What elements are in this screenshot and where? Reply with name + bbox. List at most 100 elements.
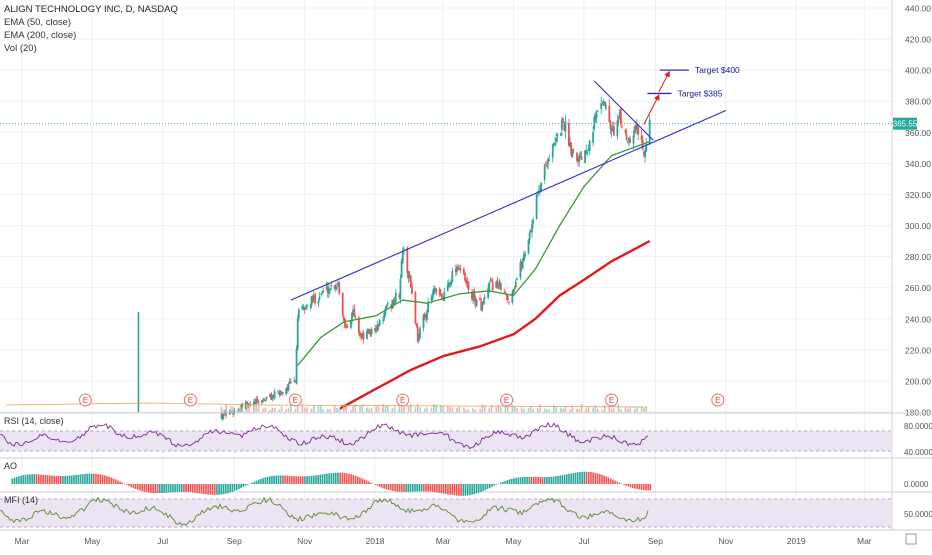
ao-bar	[383, 484, 385, 489]
legend-ema200[interactable]: EMA (200, close)	[4, 29, 178, 42]
candle-body	[329, 289, 331, 290]
candle-body	[546, 164, 548, 166]
ao-bar	[344, 473, 346, 484]
candle-body	[301, 306, 303, 309]
ao-bar	[141, 484, 143, 491]
volume-bar	[447, 405, 449, 412]
volume-bar	[608, 407, 610, 412]
ao-bar	[533, 477, 535, 484]
ao-bar	[212, 484, 214, 495]
candle-body	[296, 348, 298, 383]
volume-bar	[366, 407, 368, 412]
earnings-marker-label-1: E	[188, 396, 193, 405]
candle-body	[610, 121, 612, 128]
candle-body	[330, 285, 332, 286]
ao-bar	[328, 473, 330, 484]
volume-bar	[417, 404, 419, 412]
ao-bar	[58, 476, 60, 484]
ao-bar	[23, 475, 25, 484]
candle-body	[528, 240, 530, 254]
candle-body	[531, 224, 533, 232]
ao-bar	[511, 479, 513, 484]
ao-bar	[27, 475, 29, 484]
ao-bar	[346, 473, 348, 484]
ao-bar	[166, 484, 168, 493]
volume-bar	[318, 405, 320, 412]
volume-bar	[311, 409, 313, 412]
volume-bar	[597, 409, 599, 412]
volume-bar	[265, 408, 267, 412]
ao-bar	[150, 484, 152, 493]
candle-body	[633, 136, 635, 144]
price-badge: 365.55	[893, 120, 918, 129]
volume-bar	[468, 409, 470, 412]
ao-bar	[196, 484, 198, 493]
ao-bar	[243, 484, 245, 487]
candle-body	[627, 142, 629, 143]
volume-bar	[581, 404, 583, 412]
ao-bar	[485, 484, 487, 490]
volume-bar	[452, 407, 454, 412]
volume-bar	[410, 404, 412, 412]
ao-bar	[177, 484, 179, 492]
y-tick-11: 400.00	[905, 66, 931, 76]
volume-bar	[495, 407, 497, 412]
ao-bar	[467, 484, 469, 496]
volume-bar	[398, 407, 400, 412]
volume-bar	[295, 409, 297, 412]
candle-body	[310, 306, 312, 307]
y-tick-5: 280.00	[905, 252, 931, 262]
ao-bar	[100, 474, 102, 484]
ao-bar	[306, 476, 308, 484]
legend-vol[interactable]: Vol (20)	[4, 42, 178, 55]
candle-body	[637, 127, 639, 134]
ao-bar	[102, 475, 104, 484]
ao-bar	[502, 482, 504, 484]
candle-body	[492, 282, 494, 290]
candle-body	[318, 301, 320, 303]
ao-bar	[40, 475, 42, 484]
target-label-1: Target $385	[678, 88, 723, 98]
candle-body	[548, 160, 550, 161]
ao-bar	[170, 484, 172, 492]
mfi-pane-band	[0, 499, 892, 527]
volume-bar	[285, 409, 287, 412]
ao-bar	[324, 474, 326, 484]
ao-bar	[458, 484, 460, 496]
ao-bar	[463, 484, 465, 496]
x-tick-1: May	[84, 536, 101, 546]
ao-pane-tick-0: 0.0000	[904, 480, 929, 489]
ao-bar	[474, 484, 476, 494]
volume-bar	[415, 407, 417, 412]
ao-bar	[531, 477, 533, 484]
ao-bar	[218, 484, 220, 495]
candle-body	[262, 400, 264, 401]
candle-body	[555, 138, 557, 141]
ao-bar	[555, 476, 557, 484]
ao-bar	[537, 477, 539, 484]
y-tick-8: 340.00	[905, 159, 931, 169]
volume-bar	[237, 409, 239, 412]
ao-bar	[302, 476, 304, 484]
volume-bar	[449, 407, 451, 412]
candle-body	[266, 397, 268, 399]
candle-body	[625, 130, 627, 132]
legend-ema50[interactable]: EMA (50, close)	[4, 16, 178, 29]
ao-bar	[359, 477, 361, 484]
candle-body	[524, 253, 526, 256]
ao-bar	[639, 484, 641, 490]
volume-bar	[304, 408, 306, 412]
volume-bar	[613, 408, 615, 412]
ao-bar	[45, 475, 47, 484]
candle-body	[319, 297, 321, 300]
x-tick-2: Jul	[157, 536, 168, 546]
ao-bar	[62, 476, 64, 484]
candle-body	[256, 399, 258, 401]
ao-bar	[337, 473, 339, 484]
ao-bar	[152, 484, 154, 493]
ao-bar	[311, 476, 313, 484]
ao-bar	[504, 481, 506, 484]
x-tick-0: Mar	[15, 536, 30, 546]
ao-bar	[443, 484, 445, 494]
